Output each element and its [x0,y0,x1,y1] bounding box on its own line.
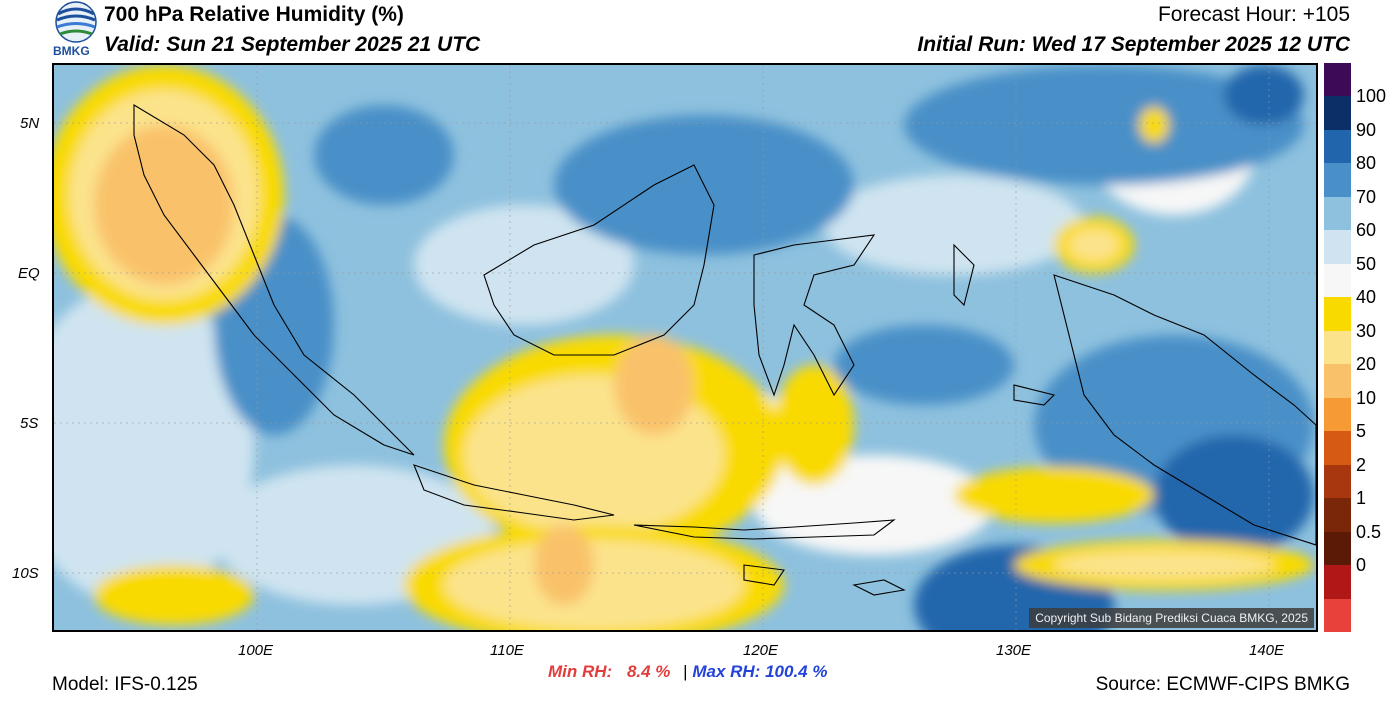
colorbar-label: 5 [1356,421,1367,442]
colorbar-segment [1324,565,1351,600]
colorbar-segment [1324,397,1351,432]
lat-label-5n: 5N [20,115,40,132]
colorbar-label: 70 [1356,186,1377,207]
logo-text: BMKG [53,44,90,58]
stats-separator: | [683,662,688,681]
colorbar-label: 0 [1356,555,1367,576]
colorbar-label: 50 [1356,253,1377,274]
colorbar-label: 10 [1356,387,1377,408]
colorbar-label: 80 [1356,153,1377,174]
colorbar-labels: 100 90 80 70 60 50 40 30 20 10 5 2 1 0.5 0 [1356,63,1396,632]
lon-label-140e: 140E [1249,642,1285,659]
colorbar-segment [1324,330,1351,365]
source-label: Source: ECMWF-CIPS BMKG [1095,674,1350,695]
colorbar-segment [1324,196,1351,231]
colorbar-segment [1324,464,1351,499]
humidity-map: Copyright Sub Bidang Prediksi Cuaca BMKG… [52,63,1318,632]
colorbar-segment [1324,431,1351,466]
valid-time: Valid: Sun 21 September 2025 21 UTC [104,33,481,56]
max-rh-label: Max RH: [692,662,761,681]
initial-run: Initial Run: Wed 17 September 2025 12 UT… [917,33,1350,56]
colorbar-label: 60 [1356,220,1377,241]
lon-label-120e: 120E [743,642,779,659]
lat-label-5s: 5S [20,415,39,432]
colorbar-segment [1324,129,1351,164]
colorbar-label: 90 [1356,119,1377,140]
lon-label-110e: 110E [490,642,524,659]
colorbar-segment [1324,63,1351,97]
colorbar-segment [1324,297,1351,332]
min-rh-label: Min RH: [548,662,613,681]
colorbar-segment [1324,163,1351,198]
lon-label-100e: 100E [238,642,274,659]
colorbar-label: 30 [1356,320,1377,341]
colorbar [1324,63,1351,633]
forecast-hour: Forecast Hour: +105 [1157,3,1350,26]
colorbar-label: 40 [1356,287,1377,308]
rh-stats: Min RH: 8.4 % | Max RH: 100.4 % [548,662,827,682]
colorbar-segment [1324,531,1351,566]
lat-label-eq: EQ [18,265,40,282]
colorbar-label: 0.5 [1356,521,1382,542]
map-title: 700 hPa Relative Humidity (%) [104,3,404,26]
lon-label-130e: 130E [996,642,1032,659]
colorbar-label: 1 [1356,488,1367,509]
lat-label-10s: 10S [12,565,39,582]
humidity-map-canvas [54,65,1316,630]
colorbar-label: 100 [1356,86,1387,107]
colorbar-label: 20 [1356,354,1377,375]
colorbar-segment [1324,230,1351,265]
model-label: Model: IFS-0.125 [52,674,198,695]
colorbar-segment [1324,263,1351,298]
colorbar-segment [1324,96,1351,131]
bmkg-logo-icon [55,1,97,43]
bmkg-logo: BMKG [52,0,100,62]
colorbar-label: 2 [1356,454,1367,475]
max-rh-value: 100.4 % [765,662,828,681]
colorbar-segment [1324,498,1351,533]
min-rh-value: 8.4 % [626,662,671,681]
copyright-notice: Copyright Sub Bidang Prediksi Cuaca BMKG… [1029,608,1314,628]
colorbar-segment [1324,364,1351,399]
colorbar-segment [1324,598,1351,633]
